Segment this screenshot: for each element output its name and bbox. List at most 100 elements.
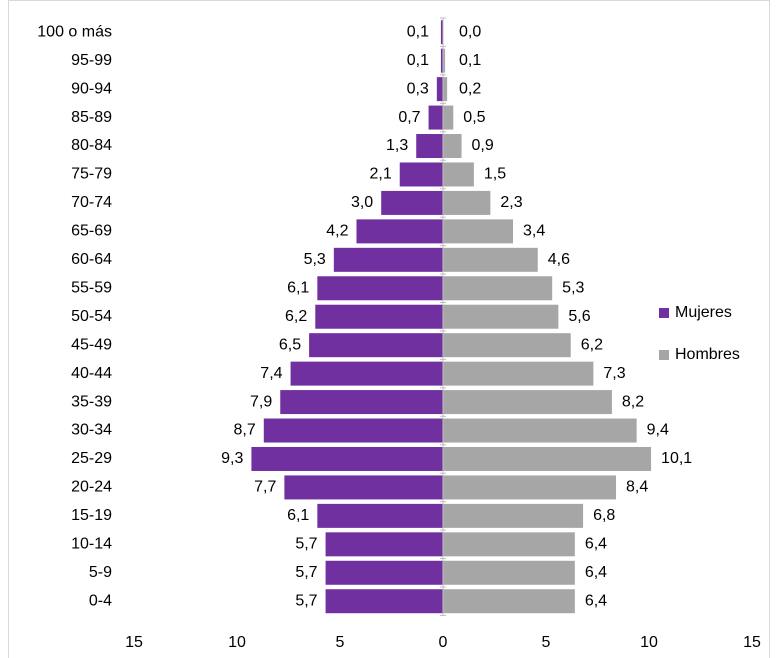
category-label: 25-29 xyxy=(71,450,112,467)
bar xyxy=(443,162,474,187)
chart-frame xyxy=(8,0,770,658)
bar xyxy=(443,589,575,614)
x-tick-label: 0 xyxy=(439,634,448,651)
bar xyxy=(443,532,575,557)
value-label: 6,8 xyxy=(593,507,615,524)
category-label: 100 o más xyxy=(37,23,112,40)
bar xyxy=(315,304,443,329)
value-label: 6,1 xyxy=(287,279,309,296)
category-label: 95-99 xyxy=(71,52,112,69)
category-label: 30-34 xyxy=(71,422,112,439)
bar xyxy=(443,219,514,244)
value-label: 0,1 xyxy=(407,23,429,40)
category-label: 65-69 xyxy=(71,223,112,240)
value-label: 9,4 xyxy=(647,422,669,439)
value-label: 0,1 xyxy=(459,52,481,69)
category-label: 85-89 xyxy=(71,109,112,126)
bar xyxy=(381,190,443,215)
bar xyxy=(356,219,443,244)
bar xyxy=(284,475,443,500)
value-label: 2,1 xyxy=(369,166,391,183)
value-label: 0,2 xyxy=(459,80,481,97)
value-label: 0,5 xyxy=(463,109,485,126)
bar xyxy=(290,361,443,386)
category-label: 70-74 xyxy=(71,194,112,211)
value-label: 1,5 xyxy=(484,166,506,183)
category-label: 40-44 xyxy=(71,365,112,382)
value-label: 6,4 xyxy=(585,592,607,609)
category-label: 80-84 xyxy=(71,137,112,154)
legend-label: Mujeres xyxy=(675,304,732,321)
value-label: 5,7 xyxy=(295,536,317,553)
value-label: 4,6 xyxy=(548,251,570,268)
category-label: 5-9 xyxy=(89,564,112,581)
bar xyxy=(443,333,571,358)
value-label: 7,9 xyxy=(250,393,272,410)
bar xyxy=(325,532,443,557)
bar xyxy=(443,276,553,301)
bar xyxy=(325,589,443,614)
bar xyxy=(443,105,454,130)
x-tick-label: 10 xyxy=(640,634,658,651)
x-tick-label: 5 xyxy=(336,634,345,651)
category-label: 20-24 xyxy=(71,479,112,496)
bar xyxy=(443,304,559,329)
bar xyxy=(443,390,612,415)
value-label: 9,3 xyxy=(221,450,243,467)
value-label: 7,3 xyxy=(603,365,625,382)
bar xyxy=(443,475,617,500)
category-label: 60-64 xyxy=(71,251,112,268)
bar xyxy=(443,418,637,443)
value-label: 4,2 xyxy=(326,223,348,240)
bar xyxy=(440,48,443,73)
bar xyxy=(416,134,443,159)
x-tick-label: 10 xyxy=(228,634,246,651)
value-label: 3,0 xyxy=(351,194,373,211)
bar xyxy=(443,560,575,585)
bar xyxy=(440,20,443,45)
bar xyxy=(317,503,443,528)
bar xyxy=(333,247,443,272)
legend-label: Hombres xyxy=(675,346,740,363)
value-label: 5,3 xyxy=(562,279,584,296)
value-label: 5,7 xyxy=(295,564,317,581)
category-label: 10-14 xyxy=(71,536,112,553)
value-label: 0,7 xyxy=(398,109,420,126)
value-label: 7,4 xyxy=(260,365,282,382)
bar xyxy=(436,77,443,102)
value-label: 0,9 xyxy=(472,137,494,154)
bar xyxy=(443,190,491,215)
legend-swatch xyxy=(659,350,669,360)
bar xyxy=(325,560,443,585)
bar xyxy=(317,276,443,301)
value-label: 6,2 xyxy=(285,308,307,325)
category-label: 15-19 xyxy=(71,507,112,524)
value-label: 6,5 xyxy=(279,336,301,353)
value-label: 3,4 xyxy=(523,223,545,240)
value-label: 0,0 xyxy=(459,23,481,40)
x-tick-label: 15 xyxy=(125,634,143,651)
x-tick-label: 5 xyxy=(542,634,551,651)
bar xyxy=(443,247,538,272)
bar xyxy=(428,105,443,130)
category-label: 35-39 xyxy=(71,393,112,410)
x-tick-label: 15 xyxy=(743,634,761,651)
bar xyxy=(443,48,446,73)
value-label: 5,6 xyxy=(568,308,590,325)
value-label: 8,2 xyxy=(622,393,644,410)
value-label: 5,3 xyxy=(304,251,326,268)
bar xyxy=(443,134,462,159)
value-label: 10,1 xyxy=(661,450,692,467)
value-label: 0,1 xyxy=(407,52,429,69)
value-label: 1,3 xyxy=(386,137,408,154)
bar xyxy=(263,418,443,443)
value-label: 6,2 xyxy=(581,336,603,353)
value-label: 2,3 xyxy=(500,194,522,211)
value-label: 6,1 xyxy=(287,507,309,524)
value-label: 7,7 xyxy=(254,479,276,496)
bar xyxy=(443,503,584,528)
bar xyxy=(443,361,594,386)
value-label: 8,4 xyxy=(626,479,648,496)
bar xyxy=(309,333,443,358)
